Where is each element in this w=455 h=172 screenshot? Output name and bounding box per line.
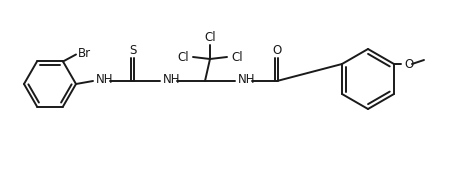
Text: S: S (129, 44, 136, 57)
Text: NH: NH (162, 73, 180, 85)
Text: NH: NH (96, 73, 113, 85)
Text: O: O (272, 44, 281, 57)
Text: O: O (403, 57, 412, 71)
Text: NH: NH (238, 73, 255, 85)
Text: Cl: Cl (231, 51, 242, 63)
Text: Cl: Cl (204, 31, 215, 44)
Text: Br: Br (78, 47, 91, 60)
Text: Cl: Cl (177, 51, 188, 63)
